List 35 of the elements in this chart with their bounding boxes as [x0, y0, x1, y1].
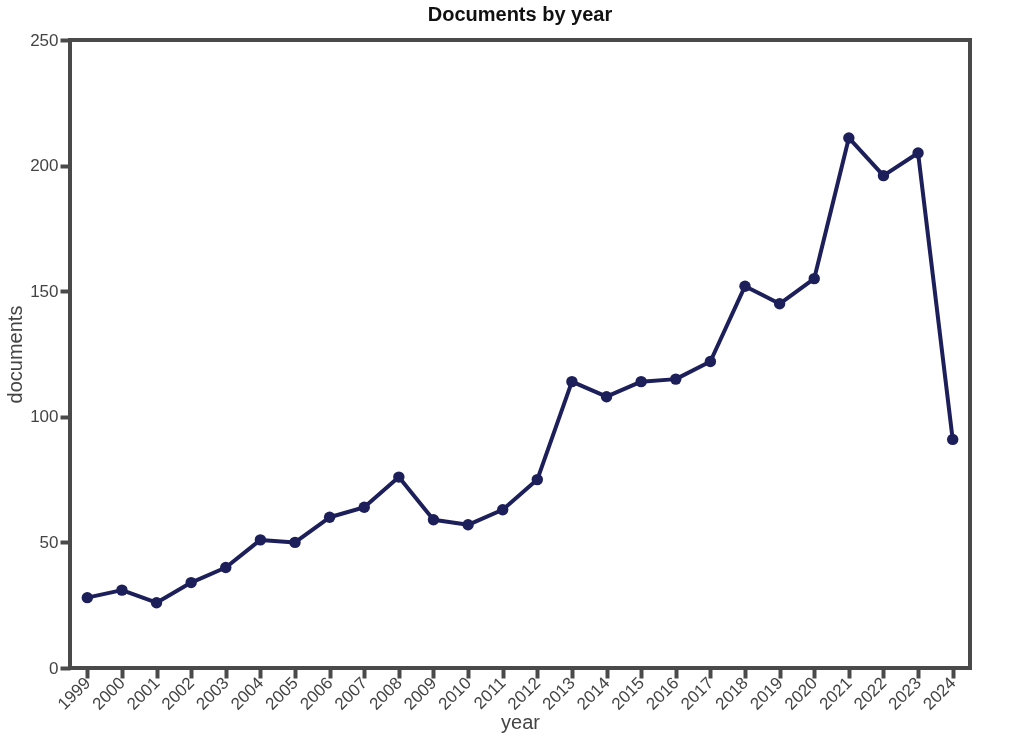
point [635, 375, 647, 388]
y-tick-label: 250 [30, 30, 59, 50]
x-axis-title: year [501, 710, 541, 733]
chart-title: Documents by year [427, 3, 613, 25]
point [150, 597, 163, 609]
point [254, 534, 267, 546]
point [81, 591, 94, 604]
point [670, 373, 682, 385]
point [393, 471, 405, 483]
point [843, 132, 855, 144]
y-tick-label: 200 [30, 156, 59, 176]
y-tick-label: 100 [30, 407, 59, 427]
point [116, 584, 128, 596]
point [323, 511, 336, 523]
point [427, 514, 440, 526]
point [773, 298, 786, 310]
point [220, 561, 232, 574]
point [358, 501, 370, 513]
point [185, 576, 197, 589]
point [704, 355, 717, 368]
y-tick-label: 0 [49, 658, 59, 678]
y-tick-label: 150 [30, 281, 59, 301]
point [531, 473, 544, 486]
y-tick-label: 50 [39, 532, 59, 552]
point [946, 433, 959, 446]
point [462, 519, 474, 531]
y-axis-title: documents [4, 305, 27, 404]
point [496, 504, 509, 516]
point [289, 536, 301, 549]
point [566, 375, 578, 388]
point [739, 280, 751, 292]
point [808, 272, 820, 285]
point [600, 391, 613, 403]
point [877, 169, 890, 182]
point [912, 147, 924, 159]
